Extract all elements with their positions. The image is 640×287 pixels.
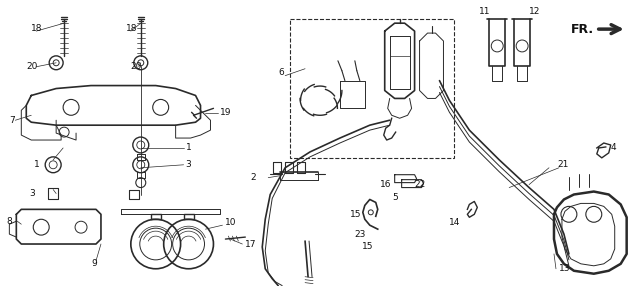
Text: 3: 3	[186, 160, 191, 169]
Text: 9: 9	[91, 259, 97, 268]
Text: 8: 8	[6, 217, 12, 226]
Text: 13: 13	[559, 264, 570, 273]
Text: 2: 2	[250, 173, 256, 182]
Text: 10: 10	[225, 218, 237, 227]
Text: FR.: FR.	[571, 23, 594, 36]
Text: 11: 11	[479, 7, 491, 16]
Text: 7: 7	[10, 116, 15, 125]
Text: 1: 1	[186, 144, 191, 152]
Text: 14: 14	[449, 218, 461, 227]
Text: 15: 15	[350, 210, 362, 219]
Text: 4: 4	[611, 144, 616, 152]
Text: 18: 18	[31, 24, 43, 33]
Text: 17: 17	[245, 240, 257, 249]
Bar	[290, 19, 454, 158]
Text: 18: 18	[126, 24, 138, 33]
Text: 1: 1	[35, 160, 40, 169]
Text: 16: 16	[380, 180, 391, 189]
Text: 20: 20	[26, 62, 38, 71]
Text: 23: 23	[355, 230, 366, 238]
Text: 22: 22	[415, 180, 426, 189]
Text: 5: 5	[393, 193, 399, 202]
Text: 6: 6	[278, 68, 284, 77]
Text: 21: 21	[557, 160, 568, 169]
Text: 12: 12	[529, 7, 540, 16]
Text: 3: 3	[29, 189, 35, 198]
Text: 15: 15	[362, 243, 373, 251]
Text: 19: 19	[220, 108, 232, 117]
Text: 20: 20	[131, 62, 142, 71]
